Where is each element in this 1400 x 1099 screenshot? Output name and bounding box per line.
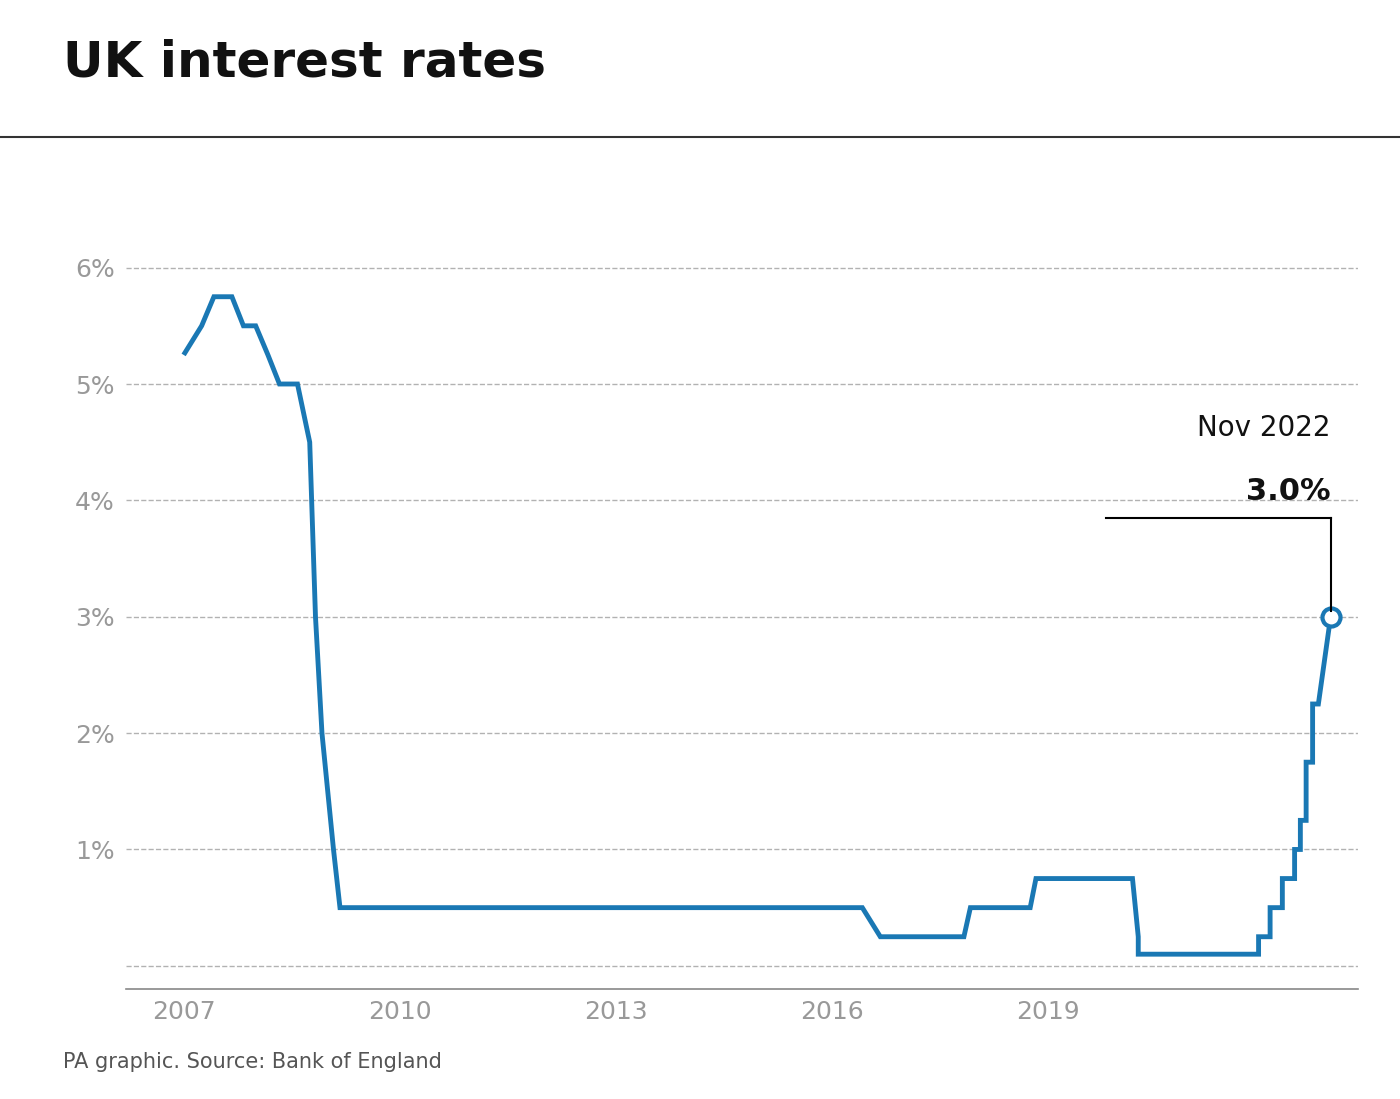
Text: Nov 2022: Nov 2022 <box>1197 414 1330 442</box>
Text: 3.0%: 3.0% <box>1246 477 1330 507</box>
Text: UK interest rates: UK interest rates <box>63 38 546 87</box>
Text: PA graphic. Source: Bank of England: PA graphic. Source: Bank of England <box>63 1052 442 1072</box>
